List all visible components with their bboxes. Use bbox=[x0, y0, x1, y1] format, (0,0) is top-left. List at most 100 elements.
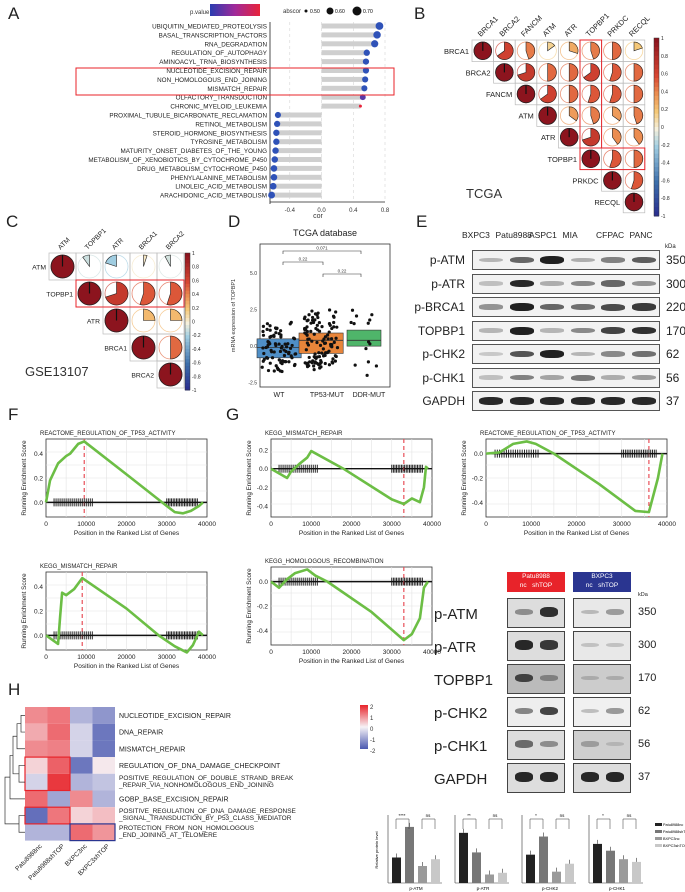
svg-text:0.8: 0.8 bbox=[192, 265, 199, 271]
svg-text:-0.2: -0.2 bbox=[257, 485, 269, 492]
blot-strip bbox=[472, 320, 660, 341]
blot-strip bbox=[573, 730, 631, 760]
blot-row-label: p-ATR bbox=[434, 639, 477, 656]
lollipop-plot-area: -0.4 0.0 0.4 0.8 UBIQUITIN_MEDIATED_PROTEOLY… bbox=[88, 22, 390, 214]
panel-label-a: A bbox=[8, 4, 20, 23]
svg-text:0.0: 0.0 bbox=[259, 466, 268, 473]
svg-text:ns: ns bbox=[560, 813, 566, 818]
svg-text:Relative protein level: Relative protein level bbox=[374, 831, 379, 868]
blot-strip bbox=[507, 598, 565, 628]
svg-text:TOPBP1: TOPBP1 bbox=[46, 292, 73, 299]
svg-text:-0.4: -0.4 bbox=[661, 161, 670, 167]
svg-text:Patu8988shTOP: Patu8988shTOP bbox=[663, 830, 685, 834]
svg-text:20000: 20000 bbox=[567, 521, 585, 528]
svg-text:30000: 30000 bbox=[383, 649, 401, 656]
blot-strip bbox=[472, 367, 660, 388]
lane-label: PANC bbox=[629, 230, 653, 240]
svg-text:20000: 20000 bbox=[117, 521, 135, 528]
svg-text:Running Enrichment Score: Running Enrichment Score bbox=[461, 440, 468, 516]
blot-row-label: TOPBP1 bbox=[417, 323, 465, 338]
svg-text:****: **** bbox=[398, 813, 405, 818]
svg-text:NUCLEOTIDE_EXCISION_REPAIR: NUCLEOTIDE_EXCISION_REPAIR bbox=[119, 713, 231, 720]
x-axis-label: cor bbox=[313, 213, 323, 220]
svg-text:30000: 30000 bbox=[383, 521, 401, 528]
svg-text:Running Enrichment Score: Running Enrichment Score bbox=[21, 440, 28, 516]
svg-text:p-CHK2: p-CHK2 bbox=[542, 886, 559, 891]
svg-text:BRCA1: BRCA1 bbox=[104, 346, 127, 353]
group-header-patu8988: Patu8988 nc shTOP bbox=[507, 572, 565, 592]
blot-strip bbox=[573, 598, 631, 628]
svg-text:0.0: 0.0 bbox=[34, 633, 43, 640]
svg-text:_END_JOINING_AT_TELOMERE: _END_JOINING_AT_TELOMERE bbox=[118, 832, 218, 839]
svg-text:20000: 20000 bbox=[117, 654, 135, 661]
svg-text:-1: -1 bbox=[192, 388, 197, 394]
svg-text:0.2: 0.2 bbox=[192, 306, 199, 312]
blot-kda-value: 62 bbox=[666, 347, 680, 361]
blot-strip bbox=[507, 730, 565, 760]
kda-label: kDa bbox=[665, 244, 676, 250]
panel-i-western-blot: Patu8988 nc shTOP BXPC3 nc shTOP kDa p-ATM 350… bbox=[420, 568, 685, 800]
blot-strip bbox=[472, 391, 660, 411]
svg-text:PHENYLALANINE_METABOLISM: PHENYLALANINE_METABOLISM bbox=[171, 175, 267, 182]
svg-text:METABOLISM_OF_XENOBIOTICS_BY_C: METABOLISM_OF_XENOBIOTICS_BY_CYTOCHROME_… bbox=[88, 157, 267, 164]
svg-text:KEGG_HOMOLOGOUS_RECOMBINATION: KEGG_HOMOLOGOUS_RECOMBINATION bbox=[265, 559, 384, 565]
svg-text:Running Enrichment Score: Running Enrichment Score bbox=[21, 573, 28, 649]
svg-text:40000: 40000 bbox=[198, 521, 216, 528]
lane-label: ASPC1 bbox=[529, 230, 557, 240]
blot-row-label: GAPDH bbox=[422, 394, 465, 408]
svg-text:POSITIVE_REGULATION_OF_DOUBLE_: POSITIVE_REGULATION_OF_DOUBLE_STRAND_BRE… bbox=[119, 775, 294, 782]
panel-c-correlation-matrix: ATMATMTOPBP1TOPBP1ATRATRBRCA1BRCA1BRCA2B… bbox=[25, 227, 201, 394]
svg-text:RECQL: RECQL bbox=[627, 14, 652, 39]
svg-text:40000: 40000 bbox=[423, 649, 441, 656]
lane-label: MIA bbox=[562, 230, 578, 240]
svg-text:0.60: 0.60 bbox=[335, 9, 345, 15]
svg-text:-0.2: -0.2 bbox=[661, 143, 670, 149]
svg-text:Position in the Ranked List of: Position in the Ranked List of Genes bbox=[524, 530, 630, 537]
blot-kda-value: 37 bbox=[638, 771, 651, 783]
svg-text:PROXIMAL_TUBULE_BICARBONATE_RE: PROXIMAL_TUBULE_BICARBONATE_RECLAMATION bbox=[109, 113, 267, 120]
svg-text:-0.4: -0.4 bbox=[285, 208, 296, 214]
lane-label: BXPC3 bbox=[462, 230, 490, 240]
svg-text:BXPC3shTOP: BXPC3shTOP bbox=[663, 844, 685, 848]
svg-text:10000: 10000 bbox=[302, 521, 320, 528]
dataset-label-gse13107: GSE13107 bbox=[25, 364, 89, 379]
gsea-g2: REACTOME_REGULATION_OF_TP53_ACTIVITY 0 100… bbox=[461, 431, 676, 537]
svg-text:-0.6: -0.6 bbox=[661, 178, 670, 184]
svg-text:0.2: 0.2 bbox=[34, 609, 43, 616]
panel-label-h: H bbox=[8, 680, 21, 699]
svg-text:MISMATCH_REPAIR: MISMATCH_REPAIR bbox=[119, 746, 185, 753]
panel-label-c: C bbox=[6, 212, 19, 231]
svg-text:BASAL_TRANSCRIPTION_FACTORS: BASAL_TRANSCRIPTION_FACTORS bbox=[159, 32, 267, 39]
panel-e-western-blot: BXPC3 Patu8988 ASPC1 MIA CFPAC PANC kDa p-ATM 3… bbox=[410, 230, 685, 415]
svg-text:DRUG_METABOLISM_CYTOCHROME_P45: DRUG_METABOLISM_CYTOCHROME_P450 bbox=[137, 166, 267, 173]
svg-text:NON_HOMOLOGOUS_END_JOINING: NON_HOMOLOGOUS_END_JOINING bbox=[157, 77, 267, 84]
svg-text:BRCA2: BRCA2 bbox=[466, 68, 491, 77]
blot-row-label: p-ATM bbox=[434, 606, 478, 623]
blot-kda-value: 62 bbox=[638, 705, 651, 717]
svg-text:**: ** bbox=[467, 813, 471, 818]
dataset-label-tcga: TCGA bbox=[466, 186, 502, 201]
svg-text:KEGG_MISMATCH_REPAIR: KEGG_MISMATCH_REPAIR bbox=[265, 431, 343, 437]
blot-strip bbox=[507, 664, 565, 694]
svg-text:0.6: 0.6 bbox=[192, 278, 199, 284]
svg-text:BRCA1: BRCA1 bbox=[138, 230, 159, 251]
svg-text:30000: 30000 bbox=[613, 521, 631, 528]
svg-text:0.0: 0.0 bbox=[34, 500, 43, 507]
svg-text:BRCA2: BRCA2 bbox=[131, 373, 154, 380]
svg-text:10000: 10000 bbox=[77, 521, 95, 528]
svg-text:0: 0 bbox=[269, 649, 273, 656]
svg-text:Patu8988nc: Patu8988nc bbox=[663, 823, 683, 827]
panel-d-boxplot: TCGA database -2.5 0.0 2.5 5.0 mRNA expressio… bbox=[231, 228, 391, 399]
svg-text:5.0: 5.0 bbox=[250, 271, 257, 277]
blot-kda-value: 56 bbox=[666, 370, 680, 385]
blot-kda-value: 170 bbox=[666, 323, 685, 338]
gsea-g1: KEGG_MISMATCH_REPAIR 0 10000 20000 30000 4000… bbox=[246, 431, 441, 537]
svg-text:0.22: 0.22 bbox=[338, 269, 347, 274]
blot-row-label: p-CHK1 bbox=[422, 370, 465, 385]
svg-text:POSITIVE_REGULATION_OF_DNA_DAM: POSITIVE_REGULATION_OF_DNA_DAMAGE_RESPON… bbox=[119, 808, 297, 815]
svg-text:WT: WT bbox=[274, 392, 286, 399]
svg-text:_REPAIR_VIA_NONHOMOLOGOUS_END_: _REPAIR_VIA_NONHOMOLOGOUS_END_JOINING bbox=[118, 782, 274, 789]
svg-text:30000: 30000 bbox=[158, 521, 176, 528]
svg-text:-1: -1 bbox=[661, 214, 666, 220]
svg-text:p-ATM: p-ATM bbox=[409, 886, 422, 891]
